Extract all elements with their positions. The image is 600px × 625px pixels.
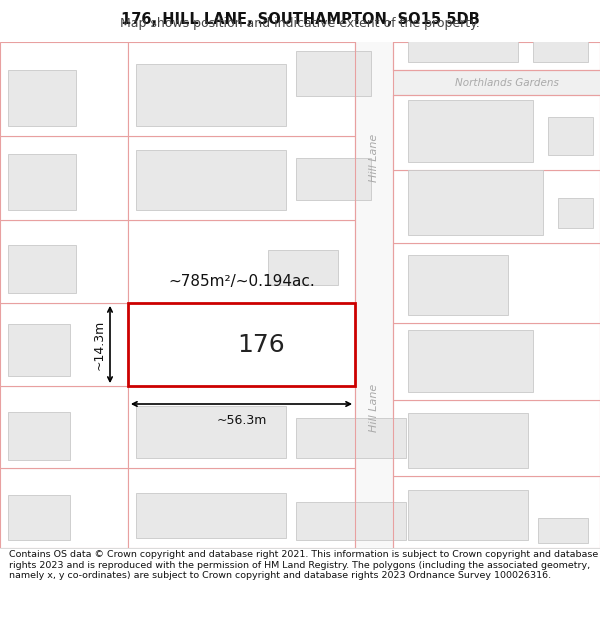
Bar	[296, 51, 371, 96]
Bar	[128, 220, 355, 303]
Text: ~785m²/~0.194ac.: ~785m²/~0.194ac.	[168, 274, 315, 289]
Text: 176, HILL LANE, SOUTHAMPTON, SO15 5DB: 176, HILL LANE, SOUTHAMPTON, SO15 5DB	[121, 12, 479, 27]
Bar	[538, 518, 588, 543]
Bar	[8, 70, 76, 126]
Bar	[408, 2, 518, 62]
Bar	[128, 136, 355, 220]
Bar	[0, 136, 128, 220]
Text: ~14.3m: ~14.3m	[93, 319, 106, 369]
Bar	[0, 42, 128, 136]
Bar	[393, 323, 600, 400]
Bar	[393, 400, 600, 476]
Bar	[8, 324, 70, 376]
Bar	[128, 42, 355, 136]
Text: Map shows position and indicative extent of the property.: Map shows position and indicative extent…	[120, 18, 480, 30]
Bar	[408, 413, 528, 468]
Bar	[355, 42, 393, 548]
Bar	[296, 158, 371, 200]
Bar	[268, 250, 338, 285]
Bar	[548, 117, 593, 155]
Bar	[8, 495, 70, 540]
Bar	[393, 70, 600, 95]
Text: Hill Lane: Hill Lane	[369, 384, 379, 432]
Bar	[393, 243, 600, 323]
Text: Northlands Gardens: Northlands Gardens	[455, 78, 559, 88]
Bar	[558, 198, 593, 228]
Bar	[8, 154, 76, 210]
Bar	[0, 468, 128, 548]
Bar	[136, 493, 286, 538]
Bar	[8, 412, 70, 460]
Bar	[136, 406, 286, 458]
Bar	[408, 330, 533, 392]
Bar	[408, 100, 533, 162]
Bar	[136, 64, 286, 126]
Bar	[218, 313, 308, 376]
Bar	[8, 245, 76, 293]
Bar	[296, 502, 406, 540]
Bar	[393, 95, 600, 170]
Bar	[128, 468, 355, 548]
Text: Hill Lane: Hill Lane	[369, 134, 379, 182]
Bar	[128, 303, 355, 386]
Bar	[0, 303, 128, 386]
Bar	[393, 42, 600, 70]
Bar	[136, 150, 286, 210]
Text: Contains OS data © Crown copyright and database right 2021. This information is : Contains OS data © Crown copyright and d…	[9, 550, 598, 580]
Bar	[408, 170, 543, 235]
Bar	[0, 220, 128, 303]
Bar	[393, 476, 600, 548]
Bar	[408, 490, 528, 540]
Bar	[533, 22, 588, 62]
Bar	[408, 255, 508, 315]
Bar	[296, 418, 406, 458]
Text: 176: 176	[238, 332, 286, 356]
Bar	[128, 303, 355, 386]
Bar	[128, 386, 355, 468]
Text: ~56.3m: ~56.3m	[217, 414, 266, 427]
Bar	[393, 170, 600, 243]
Bar	[0, 386, 128, 468]
